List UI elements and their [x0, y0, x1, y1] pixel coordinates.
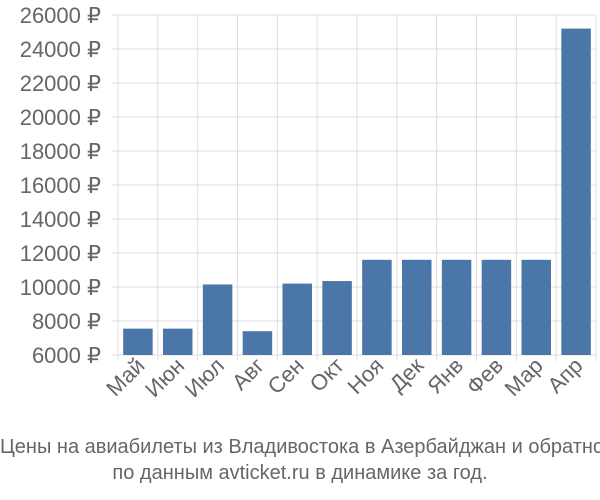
bars: [123, 28, 591, 355]
bar: [402, 259, 432, 355]
y-axis-ticks: 6000 ₽ 8000 ₽ 10000 ₽ 12000 ₽ 14000 ₽ 16000 ₽…: [20, 3, 101, 368]
bar: [202, 284, 233, 355]
x-tick-label: Апр: [542, 353, 587, 398]
x-tick-label: Янв: [422, 353, 468, 399]
y-tick-label: 16000 ₽: [20, 173, 101, 198]
x-tick-label: Окт: [305, 353, 349, 397]
bar: [561, 28, 591, 355]
y-tick-label: 20000 ₽: [20, 105, 101, 130]
x-tick-label: Дек: [385, 353, 429, 397]
x-tick-label: Сен: [263, 353, 309, 399]
x-tick-label: Ноя: [342, 353, 388, 399]
y-tick-label: 24000 ₽: [20, 37, 101, 62]
y-tick-label: 10000 ₽: [20, 275, 101, 300]
bar: [282, 283, 312, 355]
bar: [322, 281, 352, 355]
y-tick-label: 12000 ₽: [20, 241, 101, 266]
x-tick-label: Фев: [462, 353, 508, 399]
chart-caption-line2: по данным avticket.ru в динамике за год.: [112, 462, 488, 484]
bar: [123, 328, 153, 355]
y-tick-label: 14000 ₽: [20, 207, 101, 232]
grid-lines: [112, 14, 597, 361]
bar: [441, 259, 472, 355]
bar: [362, 259, 392, 355]
x-tick-label: Июл: [180, 353, 229, 402]
bar: [521, 259, 551, 355]
y-tick-label: 8000 ₽: [32, 309, 101, 334]
x-tick-label: Май: [101, 353, 149, 401]
bar: [481, 259, 512, 355]
x-tick-label: Июн: [140, 353, 189, 402]
bar: [242, 331, 273, 355]
bar: [163, 328, 193, 355]
x-tick-label: Мар: [500, 353, 548, 401]
bar-chart: 6000 ₽ 8000 ₽ 10000 ₽ 12000 ₽ 14000 ₽ 16000 ₽…: [20, 3, 597, 403]
y-tick-label: 26000 ₽: [20, 3, 101, 28]
y-tick-label: 18000 ₽: [20, 139, 101, 164]
x-tick-label: Авг: [227, 353, 269, 395]
y-tick-label: 6000 ₽: [32, 343, 101, 368]
chart-caption-line1: Цены на авиабилеты из Владивостока в Азе…: [0, 436, 600, 458]
y-tick-label: 22000 ₽: [20, 71, 101, 96]
